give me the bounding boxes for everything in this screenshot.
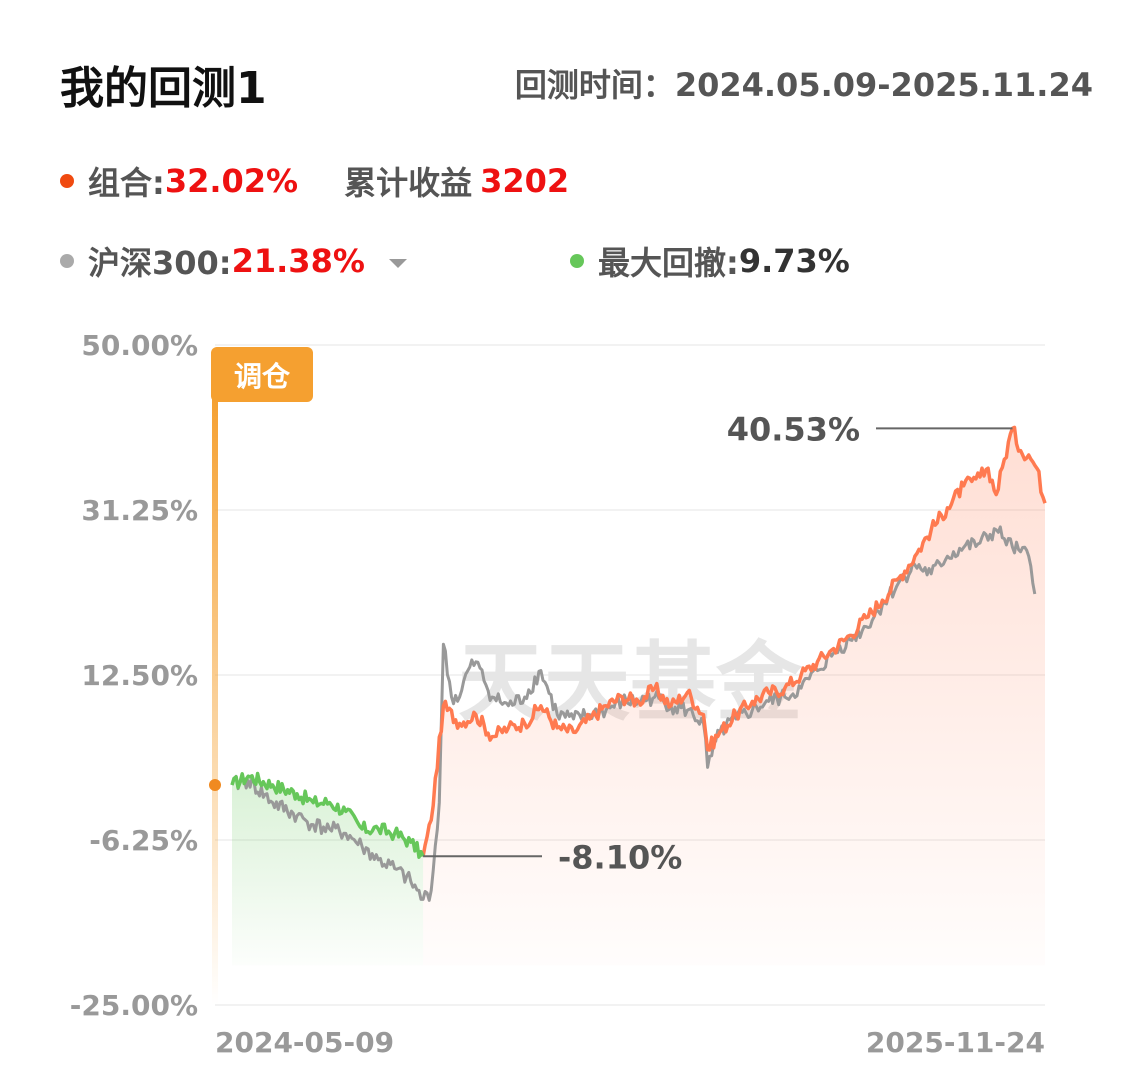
benchmark-selector[interactable]: 沪深300: 21.38% xyxy=(60,238,407,284)
max-annotation-label: 40.53% xyxy=(727,410,860,448)
min-annotation-label: -8.10% xyxy=(558,838,682,876)
portfolio-return-value: 32.02% xyxy=(164,162,299,200)
rebalance-line xyxy=(212,395,218,1005)
y-axis-labels: 50.00% 31.25% 12.50% -6.25% -25.00% xyxy=(70,329,198,1022)
rebalance-badge-label: 调仓 xyxy=(234,360,291,393)
drawdown-stat-row: 最大回撤: 9.73% xyxy=(570,238,850,284)
portfolio-dot-icon xyxy=(60,174,74,188)
y-tick-label: 31.25% xyxy=(81,494,198,527)
chevron-down-icon[interactable] xyxy=(388,258,407,268)
cumulative-return-label: 累计收益 xyxy=(344,164,473,202)
rebalance-badge[interactable] xyxy=(211,347,313,402)
portfolio-label: 组合: xyxy=(88,164,165,202)
drawdown-dot-icon xyxy=(570,254,584,268)
drawdown-value: 9.73% xyxy=(738,242,850,280)
drawdown-line xyxy=(230,771,425,859)
portfolio-area xyxy=(423,427,1045,966)
benchmark-dot-icon xyxy=(60,254,74,268)
cumulative-return-value: 3202 xyxy=(480,162,570,200)
x-axis-labels: 2024-05-09 2025-11-24 xyxy=(215,1026,1045,1059)
y-tick-label: 12.50% xyxy=(81,659,198,692)
y-tick-label: -6.25% xyxy=(89,824,198,857)
drawdown-label: 最大回撤: xyxy=(598,244,739,282)
chart-series-lines xyxy=(230,425,1047,902)
benchmark-return-value: 21.38% xyxy=(231,242,365,280)
rebalance-marker[interactable]: 调仓 xyxy=(209,347,313,1005)
y-tick-label: 50.00% xyxy=(81,329,198,362)
x-tick-label-start: 2024-05-09 xyxy=(215,1026,394,1059)
benchmark-label: 沪深300: xyxy=(88,244,232,282)
chart-annotations: 40.53% -8.10% xyxy=(423,410,1013,876)
page-title: 我的回测1 xyxy=(60,63,267,114)
chart-area-fills xyxy=(232,427,1045,966)
rebalance-point xyxy=(209,779,221,791)
portfolio-line xyxy=(421,425,1047,857)
portfolio-stat-row: 组合: 32.02% 累计收益 3202 xyxy=(60,158,569,204)
backtest-period: 回测时间：2024.05.09-2025.11.24 xyxy=(514,66,1093,104)
y-tick-label: -25.00% xyxy=(70,989,198,1022)
x-tick-label-end: 2025-11-24 xyxy=(866,1026,1045,1059)
drawdown-area xyxy=(232,773,424,966)
